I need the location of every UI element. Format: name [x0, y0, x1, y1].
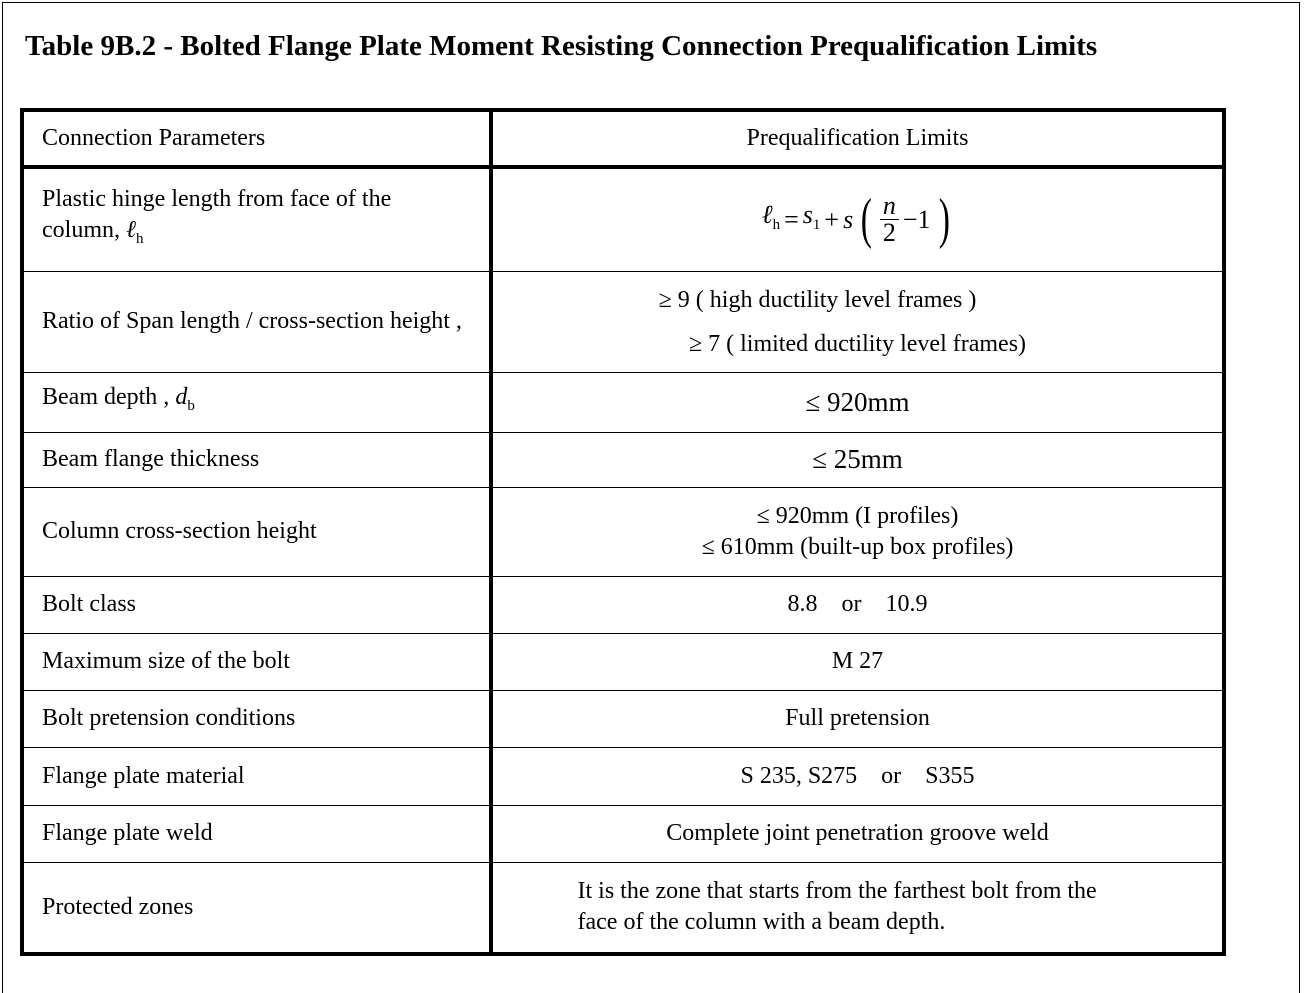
limit-line: ≤ 920mm (I profiles): [756, 502, 959, 529]
table-row: Flange plate weld Complete joint penetra…: [21, 804, 1225, 863]
param-cell: Maximum size of the bolt: [21, 632, 493, 691]
limit-line: ≥ 7 ( limited ductility level frames): [688, 330, 1027, 357]
param-cell: Plastic hinge length from face of the co…: [21, 166, 493, 272]
param-cell: Bolt pretension conditions: [21, 689, 493, 748]
param-cell: Column cross-section height: [21, 486, 493, 577]
fraction-denominator: 2: [882, 218, 896, 248]
limit-cell: Complete joint penetration groove weld: [490, 804, 1225, 863]
table-row: Bolt pretension conditions Full pretensi…: [21, 689, 1225, 748]
formula-s1-sub: 1: [812, 216, 821, 233]
table-row: Ratio of Span length / cross-section hei…: [21, 270, 1225, 373]
param-subscript: h: [136, 231, 144, 248]
param-cell: Protected zones: [21, 861, 493, 955]
param-text: Plastic hinge length from face of the co…: [42, 186, 392, 244]
limit-text: It is the zone that starts from the fart…: [577, 878, 1097, 936]
prequalification-table: Connection Parameters Prequalification L…: [20, 108, 1226, 956]
table-row: Maximum size of the bolt M 27: [21, 632, 1225, 691]
fraction-numerator: n: [879, 193, 899, 221]
right-paren: ): [938, 188, 950, 251]
table-row: Column cross-section height ≤ 920mm (I p…: [21, 486, 1225, 577]
limit-cell: It is the zone that starts from the fart…: [490, 861, 1225, 955]
param-cell: Ratio of Span length / cross-section hei…: [21, 270, 493, 373]
param-cell: Flange plate material: [21, 746, 493, 806]
param-cell: Bolt class: [21, 575, 493, 634]
table-header-row: Connection Parameters Prequalification L…: [21, 109, 1225, 169]
header-connection-parameters: Connection Parameters: [21, 109, 493, 169]
table-row: Bolt class 8.8 or 10.9: [21, 575, 1225, 634]
formula-plus: +: [824, 205, 840, 235]
formula-minus-one: −1: [902, 205, 931, 235]
limit-cell: M 27: [490, 632, 1225, 691]
limit-cell: ≤ 25mm: [490, 431, 1225, 488]
formula-s: s: [843, 205, 854, 235]
limit-cell: ≥ 9 ( high ductility level frames ) ≥ 7 (…: [490, 270, 1225, 373]
header-prequalification-limits: Prequalification Limits: [490, 109, 1225, 169]
table-row: Plastic hinge length from face of the co…: [21, 166, 1225, 272]
param-cell: Beam depth , db: [21, 371, 493, 433]
param-cell: Beam flange thickness: [21, 431, 493, 488]
formula-eq: =: [784, 205, 799, 235]
limit-cell: ≤ 920mm (I profiles) ≤ 610mm (built-up bo…: [490, 486, 1225, 577]
param-symbol: ℓ: [126, 217, 136, 244]
table-row: Beam flange thickness ≤ 25mm: [21, 431, 1225, 488]
table-row: Flange plate material S 235, S275 or S35…: [21, 746, 1225, 806]
param-text: Beam depth ,: [42, 384, 176, 411]
param-subscript: b: [187, 397, 195, 414]
formula-s1: s: [802, 199, 813, 229]
table-row: Protected zones It is the zone that star…: [21, 861, 1225, 955]
limit-cell: 8.8 or 10.9: [490, 575, 1225, 634]
table-title: Table 9B.2 - Bolted Flange Plate Moment …: [25, 30, 1098, 62]
left-paren: (: [860, 188, 873, 251]
param-symbol: d: [175, 384, 188, 411]
param-cell: Flange plate weld: [21, 804, 493, 863]
limit-line: ≥ 9 ( high ductility level frames ): [658, 286, 977, 313]
limit-line: ≤ 610mm (built-up box profiles): [701, 533, 1014, 560]
formula-lhs-sub: h: [772, 216, 781, 233]
limit-cell: S 235, S275 or S355: [490, 746, 1225, 806]
formula-lhs: ℓ: [761, 199, 773, 229]
limit-cell: Full pretension: [490, 689, 1225, 748]
table-row: Beam depth , db ≤ 920mm: [21, 371, 1225, 433]
limit-cell: ≤ 920mm: [490, 371, 1225, 433]
